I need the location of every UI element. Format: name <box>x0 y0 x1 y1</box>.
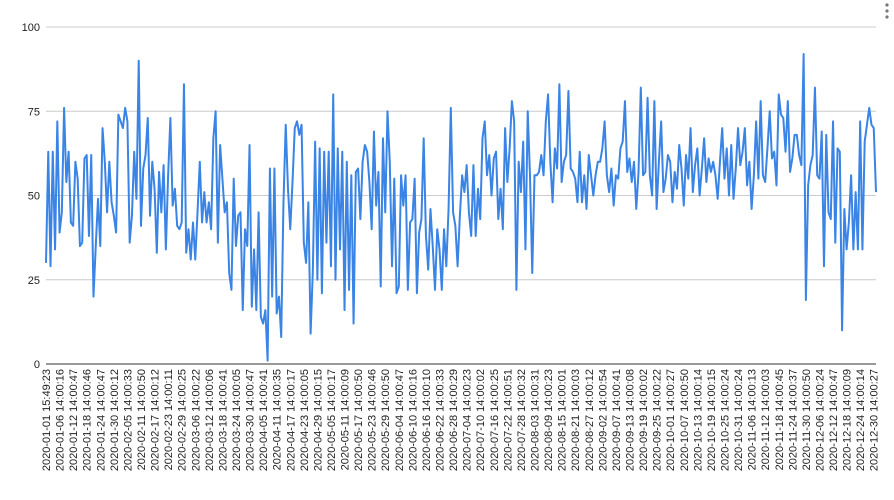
x-tick-label: 2020-01-24 14:00:47 <box>95 369 107 471</box>
x-tick-label: 2020-09-07 14:00:41 <box>611 369 623 471</box>
x-tick-label: 2020-12-12 14:00:47 <box>828 369 840 471</box>
x-tick-label: 2020-10-13 14:00:14 <box>692 369 704 471</box>
x-tick-label: 2020-12-24 14:00:14 <box>855 369 867 471</box>
menu-dot <box>885 15 889 19</box>
x-tick-label: 2020-12-18 14:00:09 <box>842 369 854 471</box>
x-tick-label: 2020-08-27 14:00:12 <box>584 369 596 471</box>
menu-dot <box>885 3 889 7</box>
x-tick-label: 2020-09-19 14:00:02 <box>638 369 650 471</box>
x-tick-label: 2020-02-23 14:00:11 <box>163 369 175 470</box>
x-tick-label: 2020-11-30 14:00:50 <box>801 369 813 470</box>
x-tick-label: 2020-02-17 14:00:12 <box>150 369 162 471</box>
x-tick-label: 2020-08-09 14:00:23 <box>543 369 555 471</box>
x-tick-label: 2020-05-23 14:00:46 <box>367 369 379 471</box>
x-tick-label: 2020-01-06 14:00:16 <box>55 369 67 471</box>
y-tick-label: 25 <box>28 275 40 287</box>
x-tick-label: 2020-05-11 14:00:09 <box>340 369 352 470</box>
x-tick-label: 2020-10-25 14:00:24 <box>719 369 731 471</box>
x-tick-label: 2020-04-29 14:00:15 <box>312 369 324 471</box>
x-tick-label: 2020-05-29 14:00:50 <box>380 369 392 471</box>
x-tick-label: 2020-10-31 14:00:24 <box>733 369 745 471</box>
x-tick-label: 2020-07-22 14:00:51 <box>502 369 514 471</box>
x-tick-label: 2020-11-18 14:00:45 <box>774 369 786 470</box>
x-tick-label: 2020-12-06 14:00:24 <box>814 369 826 471</box>
x-tick-label: 2020-03-24 14:00:05 <box>231 369 243 471</box>
x-tick-label: 2020-04-23 14:00:05 <box>299 369 311 471</box>
x-tick-label: 2020-02-11 14:00:50 <box>136 369 148 470</box>
x-tick-label: 2020-07-16 14:00:25 <box>489 369 501 471</box>
x-tick-label: 2020-05-05 14:00:17 <box>326 369 338 471</box>
x-tick-label: 2020-06-28 14:00:29 <box>448 369 460 471</box>
x-tick-label: 2020-03-06 14:00:22 <box>190 369 202 471</box>
x-tick-label: 2020-05-17 14:00:50 <box>353 369 365 471</box>
x-tick-label: 2020-11-12 14:00:03 <box>760 369 772 470</box>
data-line <box>45 52 877 362</box>
x-tick-label: 2020-08-15 14:00:01 <box>557 369 569 471</box>
x-tick-label: 2020-06-10 14:00:16 <box>407 369 419 471</box>
y-tick-label: 100 <box>22 22 40 34</box>
x-tick-label: 2020-04-17 14:00:17 <box>285 369 297 471</box>
x-tick-label: 2020-07-28 14:00:32 <box>516 369 528 471</box>
x-tick-label: 2020-01-30 14:00:12 <box>109 369 121 471</box>
x-tick-label: 2020-06-16 14:00:10 <box>421 369 433 471</box>
x-tick-label: 2020-09-13 14:00:08 <box>624 369 636 471</box>
x-tick-label: 2020-01-18 14:00:46 <box>82 369 94 471</box>
x-tick-label: 2020-06-22 14:00:33 <box>435 369 447 471</box>
y-tick-label: 75 <box>28 106 40 118</box>
x-tick-label: 2020-02-29 14:00:25 <box>177 369 189 471</box>
x-tick-label: 2020-04-05 14:00:41 <box>258 369 270 471</box>
x-tick-label: 2020-03-18 14:00:41 <box>217 369 229 471</box>
x-tick-label: 2020-07-10 14:00:02 <box>475 369 487 471</box>
menu-icon[interactable] <box>885 3 889 19</box>
x-tick-label: 2020-11-24 14:00:37 <box>787 369 799 470</box>
x-tick-label: 2020-07-04 14:00:23 <box>462 369 474 471</box>
x-tick-label: 2020-06-04 14:00:47 <box>394 369 406 471</box>
x-tick-label: 2020-03-12 14:00:06 <box>204 369 216 471</box>
x-tick-label: 2020-11-06 14:00:13 <box>747 369 759 470</box>
y-tick-label: 0 <box>34 359 40 371</box>
y-tick-label: 50 <box>28 191 40 203</box>
x-tick-label: 2020-01-01 15:49:23 <box>41 369 53 471</box>
menu-dot <box>885 9 889 13</box>
x-tick-label: 2020-09-02 14:00:54 <box>597 369 609 471</box>
x-tick-label: 2020-08-21 14:00:03 <box>570 369 582 471</box>
x-tick-label: 2020-01-12 14:00:47 <box>68 369 80 471</box>
x-tick-label: 2020-09-25 14:00:22 <box>652 369 664 471</box>
x-tick-label: 2020-10-07 14:00:50 <box>679 369 691 471</box>
x-tick-label: 2020-08-03 14:00:31 <box>530 369 542 471</box>
x-tick-label: 2020-10-19 14:00:15 <box>706 369 718 471</box>
x-tick-label: 2020-10-01 14:00:27 <box>665 369 677 471</box>
x-tick-label: 2020-04-11 14:00:35 <box>272 369 284 470</box>
x-tick-label: 2020-12-30 14:00:27 <box>869 369 881 471</box>
x-tick-label: 2020-02-05 14:00:33 <box>122 369 134 471</box>
x-tick-label: 2020-03-30 14:00:47 <box>245 369 257 471</box>
